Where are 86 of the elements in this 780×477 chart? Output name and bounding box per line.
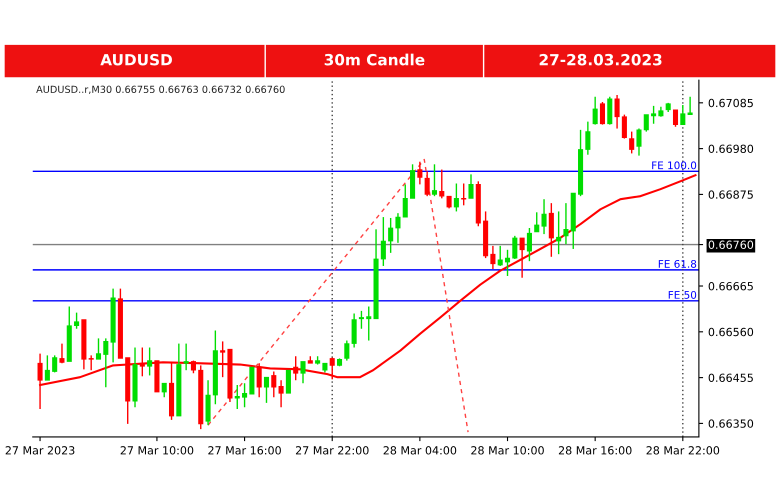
candlestick	[468, 174, 474, 200]
ref-line-label: FE 61.8	[658, 260, 696, 268]
candlestick	[395, 212, 400, 244]
x-tick-label: 28 Mar 04:00	[384, 446, 456, 455]
candlestick	[534, 212, 540, 233]
chart-subtitle: 30m Candle	[324, 54, 424, 66]
candlestick	[680, 104, 686, 126]
candlestick	[666, 102, 671, 113]
candlestick	[190, 360, 196, 374]
candlestick	[330, 356, 335, 380]
candlestick	[366, 306, 372, 342]
candlestick	[512, 235, 518, 260]
candlestick	[454, 182, 459, 212]
y-tick-label: 0.67085	[708, 98, 753, 108]
candlestick	[264, 376, 270, 404]
candlestick	[563, 202, 568, 245]
candlestick	[585, 120, 590, 156]
candlestick	[96, 338, 102, 360]
x-tick-label: 27 Mar 10:00	[120, 446, 194, 455]
candlestick	[44, 354, 50, 381]
y-tick-label: 0.66350	[708, 419, 754, 428]
ref-line-label: FE 50	[668, 290, 696, 299]
candlestick	[278, 380, 284, 408]
candlestick	[59, 342, 65, 364]
candlestick	[592, 96, 598, 126]
candlestick	[541, 198, 547, 235]
y-tick-label: 0.66980	[708, 144, 754, 153]
candlestick	[352, 312, 357, 348]
candlestick	[688, 96, 693, 116]
candlestick	[432, 164, 438, 197]
candlestick	[242, 382, 248, 408]
candlestick	[300, 360, 306, 384]
candlestick	[498, 245, 503, 267]
candlestick	[614, 94, 620, 130]
text: 27-28.03.2023	[540, 54, 662, 66]
candlestick	[344, 340, 350, 362]
candlestick	[622, 114, 627, 140]
candlestick	[358, 310, 364, 330]
candlestick	[600, 101, 606, 126]
candlestick	[74, 312, 80, 330]
candlestick	[446, 195, 452, 210]
candlestick	[162, 382, 167, 398]
candlestick	[424, 170, 430, 197]
candlestick	[88, 354, 94, 371]
x-tick-label: 28 Mar 16:00	[558, 446, 632, 455]
candlestick	[490, 245, 496, 270]
candlestick	[504, 249, 510, 277]
candlestick	[520, 237, 525, 278]
candlestick	[286, 370, 291, 394]
chart-title: AUDUSD	[100, 54, 172, 66]
x-tick-label: 27 Mar 22:00	[296, 446, 369, 455]
x-tick-label: 27 Mar 2023	[6, 446, 74, 455]
candlestick	[439, 168, 444, 200]
candlestick	[234, 384, 240, 410]
ref-line-label: FE 100.0	[652, 161, 696, 170]
candlestick	[322, 362, 328, 374]
y-tick-label: 0.66875	[708, 190, 753, 199]
candlestick	[651, 105, 656, 124]
y-tick-label: 0.66760	[708, 240, 754, 249]
candlestick	[636, 128, 642, 156]
x-tick-label: 28 Mar 22:00	[646, 446, 720, 455]
candlestick	[672, 109, 678, 128]
candlestick	[417, 161, 422, 186]
candlestick	[461, 182, 466, 206]
y-tick-label: 0.66560	[708, 328, 754, 336]
candlestick	[388, 217, 394, 254]
candlestick	[658, 106, 664, 118]
candlestick	[140, 346, 145, 377]
candlestick	[402, 184, 408, 218]
candlestick	[52, 354, 58, 374]
candlestick	[220, 340, 226, 378]
y-tick-label: 0.66455	[708, 374, 753, 382]
x-tick-label: 28 Mar 10:00	[471, 446, 544, 455]
candlestick	[380, 216, 386, 267]
candlestick	[184, 342, 189, 371]
candlestick	[629, 130, 634, 154]
x-tick-label: 27 Mar 16:00	[208, 446, 281, 455]
candlestick	[103, 338, 108, 388]
candlestick	[644, 114, 649, 132]
annotation: AUDUSD..r,M30 0.66755 0.66763 0.66732 0.66760	[36, 86, 285, 94]
candlestick	[271, 370, 276, 398]
candlestick	[556, 210, 562, 255]
candlestick	[526, 227, 532, 262]
candlestick	[147, 346, 152, 376]
candlestick	[293, 356, 298, 381]
y-tick-label: 0.66665	[708, 282, 753, 290]
